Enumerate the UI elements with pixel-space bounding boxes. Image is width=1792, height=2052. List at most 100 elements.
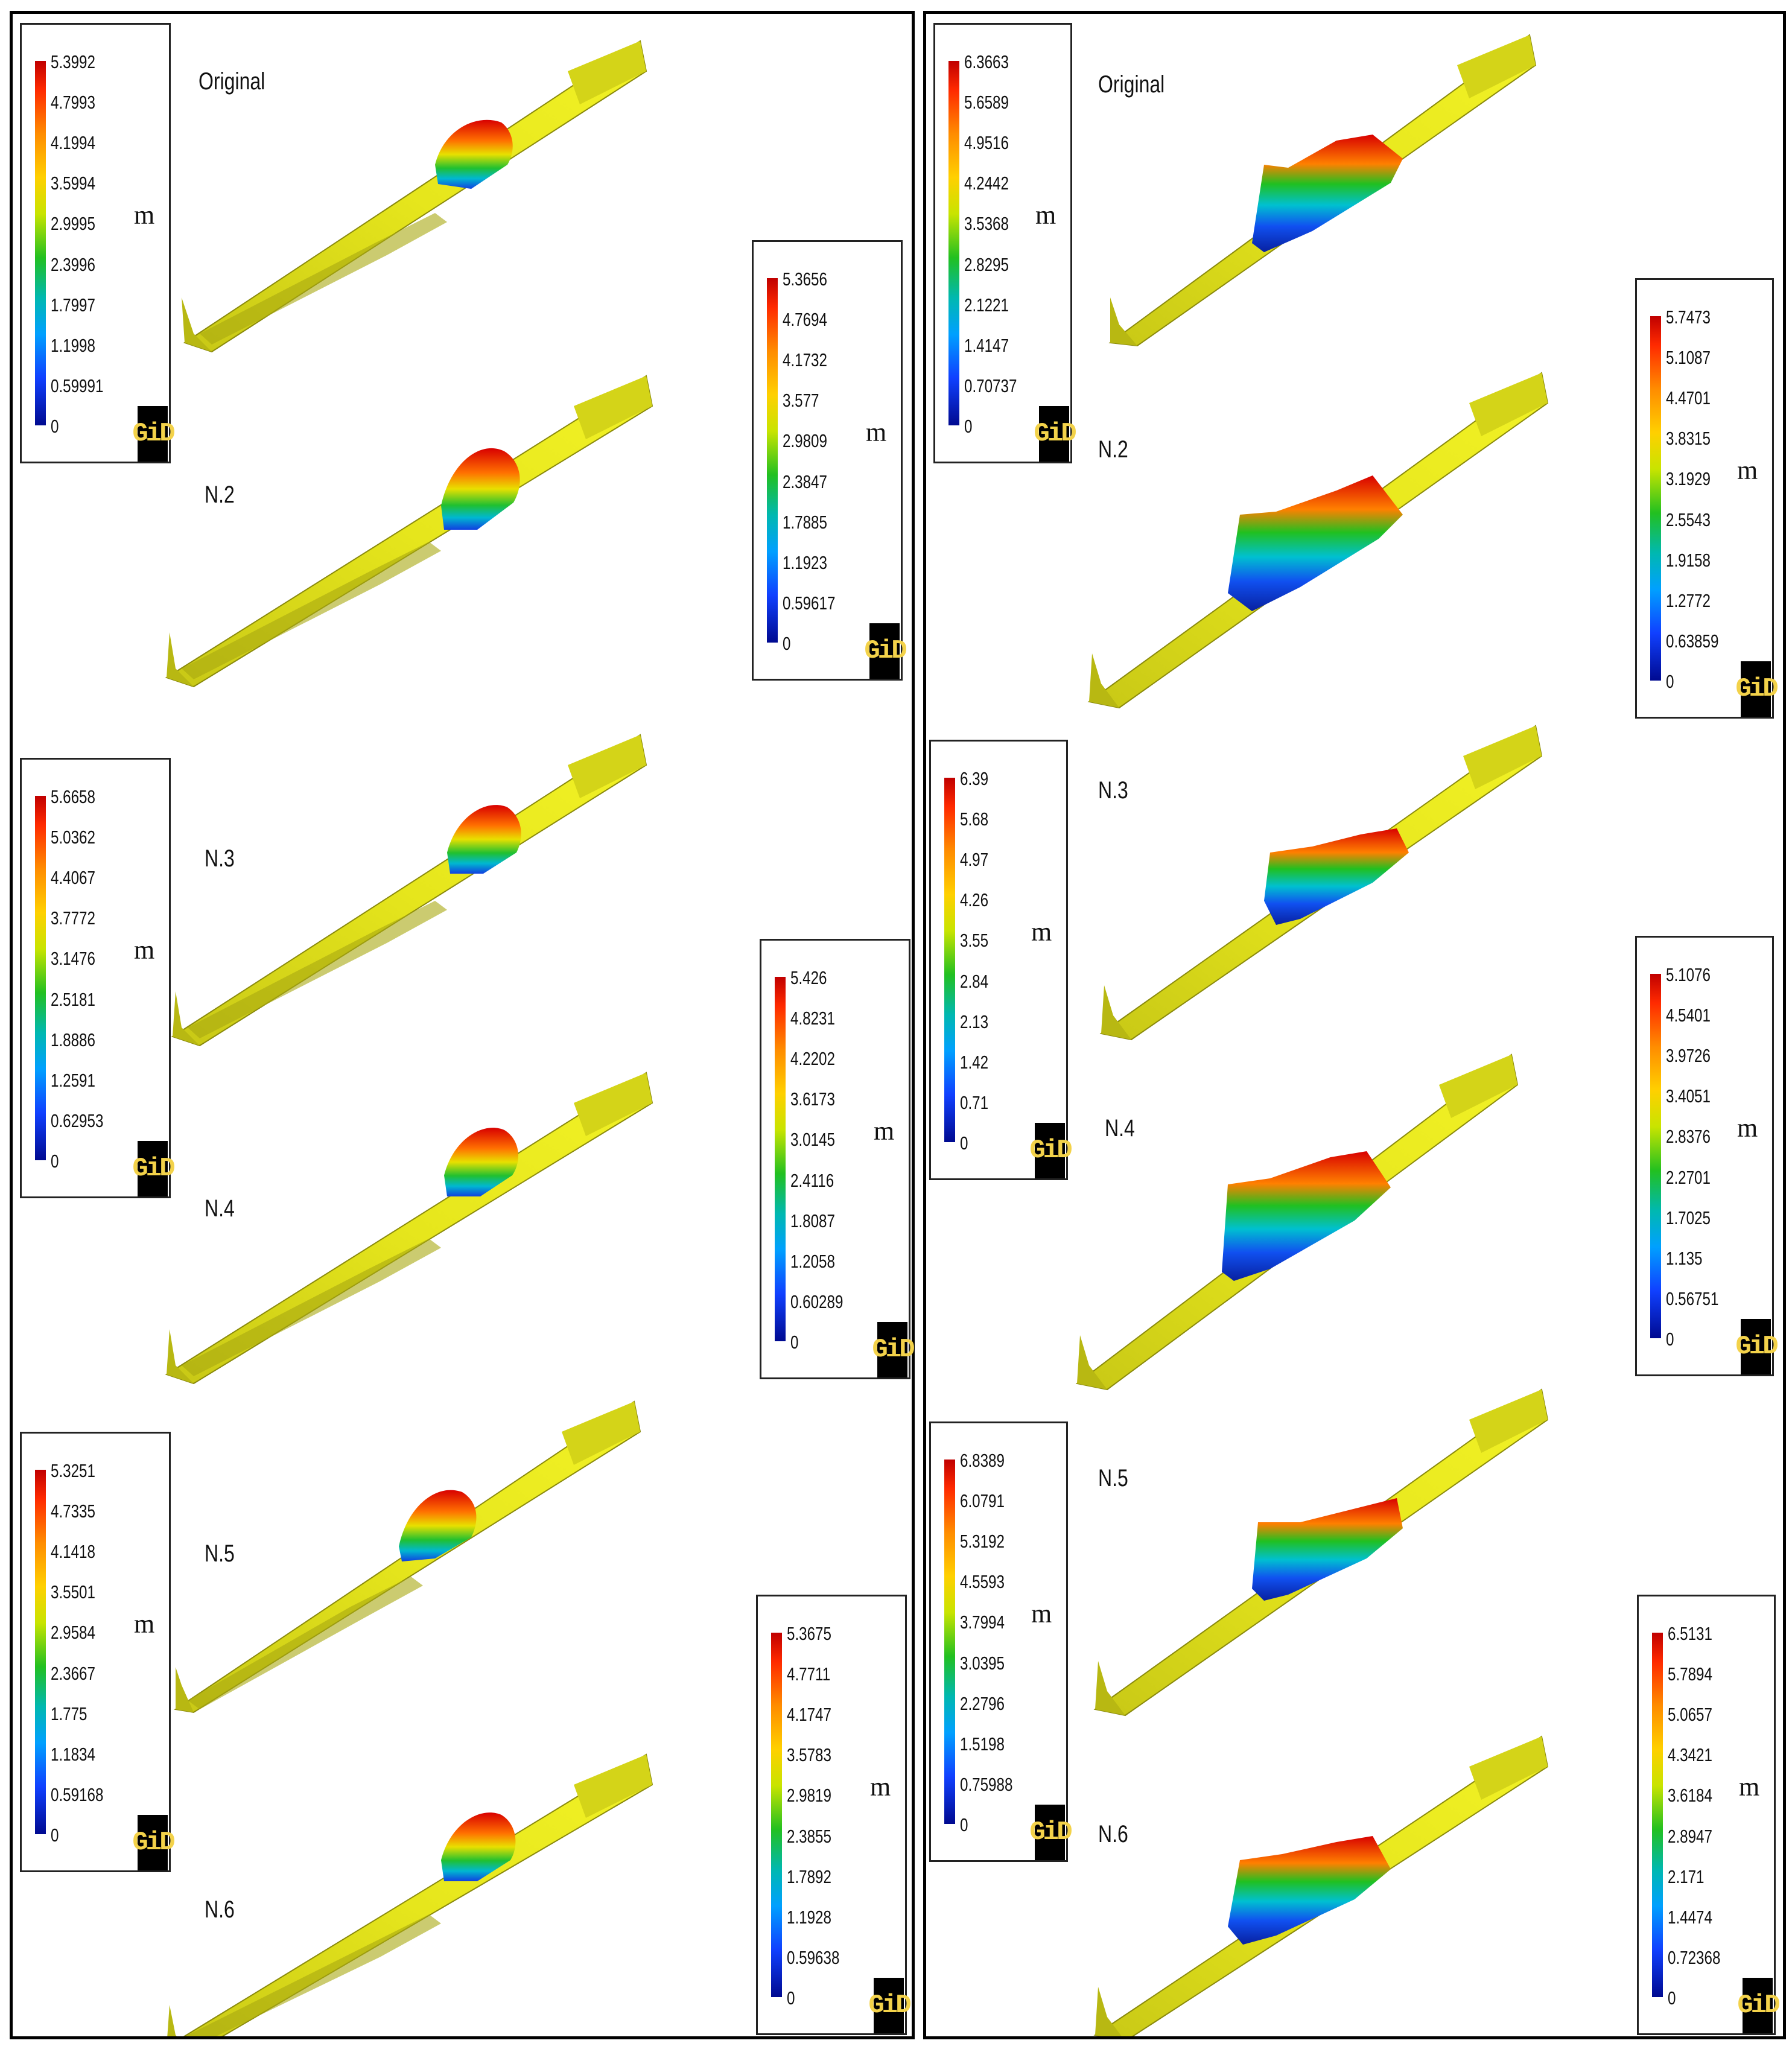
- colorbar-tick-label: 5.3675: [787, 1623, 831, 1644]
- colorbar-tick-label: 4.7711: [787, 1663, 831, 1685]
- colorbar-tick-label: 4.9516: [964, 132, 1009, 154]
- colorbar: [35, 796, 46, 1160]
- colorbar-tick-label: 2.8295: [964, 253, 1009, 275]
- colorbar-tick-label: 2.171: [1668, 1866, 1705, 1887]
- terrain-row-6: [167, 1753, 653, 2036]
- colorbar-tick-label: 2.8376: [1666, 1126, 1711, 1148]
- colorbar-tick-label: 2.3847: [783, 471, 827, 492]
- colorbar-tick-label: 1.1928: [787, 1906, 831, 1928]
- colorbar-tick-label: 0: [51, 1825, 59, 1846]
- left-row-1-label: Original: [199, 68, 265, 95]
- colorbar-tick-label: 0: [1666, 1329, 1674, 1350]
- colorbar-tick-label: 5.0362: [51, 827, 95, 848]
- colorbar-tick-label: 0.56751: [1666, 1288, 1719, 1309]
- colorbar-tick-label: 2.1221: [964, 294, 1009, 316]
- colorbar-tick-label: 4.5593: [960, 1571, 1005, 1593]
- colorbar-tick-label: 0: [964, 416, 973, 437]
- colorbar-tick-label: 3.0395: [960, 1652, 1005, 1674]
- colorbar: [944, 778, 955, 1142]
- terrain-row-5-right: [1093, 1388, 1549, 1717]
- right-legend-2: 5.7473 5.1087 4.4701 3.8315 3.1929 2.5543 1.91…: [1635, 278, 1779, 719]
- colorbar-tick-label: 4.5401: [1666, 1005, 1711, 1026]
- colorbar-tick-label: 1.1998: [51, 334, 95, 356]
- right-legend-4: 5.1076 4.5401 3.9726 3.4051 2.8376 2.2701 1.70…: [1635, 936, 1779, 1376]
- unit-label: m: [1737, 1113, 1758, 1143]
- colorbar-tick-label: 1.7025: [1666, 1207, 1711, 1228]
- colorbar-tick-label: 0.62953: [51, 1110, 104, 1131]
- colorbar-tick-label: 2.3996: [51, 253, 95, 275]
- gid-logo: GiD: [132, 1815, 176, 1870]
- colorbar-tick-label: 4.4701: [1666, 387, 1711, 409]
- unit-label: m: [1737, 455, 1758, 485]
- colorbar: [1652, 1633, 1663, 1997]
- gid-logo: GiD: [1029, 1123, 1073, 1178]
- left-legend-3: 5.6658 5.0362 4.4067 3.7772 3.1476 2.5181 1.88…: [20, 758, 176, 1198]
- colorbar-tick-label: 6.3663: [964, 51, 1009, 72]
- colorbar-tick-label: 5.1076: [1666, 964, 1711, 985]
- colorbar-tick-label: 0.71: [960, 1091, 989, 1113]
- colorbar-tick-label: 6.39: [960, 768, 989, 789]
- right-legend-6: 6.5131 5.7894 5.0657 4.3421 3.6184 2.8947 2.17…: [1637, 1595, 1781, 2035]
- terrain-row-4: [165, 1072, 653, 1385]
- colorbar-tick-label: 5.7473: [1666, 307, 1711, 328]
- right-row-2-label: N.2: [1098, 436, 1128, 463]
- colorbar-tick-label: 4.1747: [787, 1704, 831, 1726]
- colorbar-tick-label: 5.3251: [51, 1460, 95, 1481]
- colorbar-tick-label: 1.5198: [960, 1733, 1005, 1755]
- colorbar-tick-label: 1.8087: [790, 1210, 835, 1231]
- colorbar-tick-label: 3.1476: [51, 948, 95, 970]
- left-legend-4: 5.426 4.8231 4.2202 3.6173 3.0145 2.4116 1.808…: [760, 939, 915, 1379]
- colorbar-tick-label: 3.6184: [1668, 1785, 1712, 1806]
- left-row-2-label: N.2: [205, 481, 235, 508]
- gid-logo: GiD: [132, 1141, 176, 1196]
- colorbar-tick-label: 2.5181: [51, 988, 95, 1010]
- terrain-row-5: [174, 1400, 641, 1714]
- colorbar-tick-label: 0: [960, 1132, 968, 1154]
- terrain-row-2-right: [1087, 372, 1549, 709]
- colorbar-tick-label: 2.3855: [787, 1825, 831, 1847]
- colorbar-tick-label: 5.426: [790, 967, 827, 988]
- colorbar-tick-label: 3.5501: [51, 1581, 95, 1603]
- colorbar-tick-label: 6.5131: [1668, 1623, 1712, 1644]
- right-scenes: [1075, 34, 1549, 2036]
- colorbar-tick-label: 5.1087: [1666, 347, 1711, 369]
- colorbar-tick-label: 3.5783: [787, 1744, 831, 1766]
- right-panel: Original N.2 N.3 N.4 N.5 N.6 6.3663 5.658…: [923, 11, 1786, 2039]
- left-scenes: [165, 40, 653, 2036]
- colorbar-tick-label: 0: [960, 1814, 968, 1835]
- gid-logo: GiD: [1735, 1319, 1779, 1374]
- colorbar-tick-label: 1.7997: [51, 294, 95, 316]
- colorbar-tick-label: 0.60289: [790, 1291, 844, 1312]
- right-legend-3: 6.39 5.68 4.97 4.26 3.55 2.84 2.13 1.42 0.71 0 m Gi…: [929, 740, 1073, 1180]
- terrain-row-3-right: [1099, 725, 1543, 1041]
- colorbar-tick-label: 0: [51, 1151, 59, 1172]
- colorbar-tick-label: 1.9158: [1666, 549, 1711, 571]
- colorbar-tick-label: 0: [1666, 671, 1674, 692]
- colorbar-tick-label: 4.1418: [51, 1541, 95, 1563]
- colorbar-tick-label: 0.70737: [964, 375, 1017, 396]
- colorbar-tick-label: 1.7885: [783, 511, 827, 533]
- colorbar-tick-label: 1.775: [51, 1703, 87, 1724]
- colorbar-tick-label: 2.9584: [51, 1622, 95, 1644]
- colorbar-tick-label: 5.0657: [1668, 1704, 1712, 1726]
- colorbar-tick-label: 1.2591: [51, 1069, 95, 1091]
- colorbar-tick-label: 2.13: [960, 1011, 989, 1032]
- right-legend-5: 6.8389 6.0791 5.3192 4.5593 3.7994 3.0395 2.27…: [929, 1421, 1073, 1862]
- colorbar-tick-label: 3.7994: [960, 1612, 1005, 1633]
- colorbar-tick-label: 3.8315: [1666, 428, 1711, 449]
- terrain-row-2: [165, 375, 653, 688]
- gid-logo: GiD: [132, 406, 176, 462]
- colorbar-tick-label: 3.4051: [1666, 1085, 1711, 1107]
- colorbar-tick-label: 0: [51, 416, 59, 437]
- unit-label: m: [1035, 200, 1056, 230]
- colorbar-tick-label: 2.9809: [783, 430, 827, 452]
- colorbar-tick-label: 6.8389: [960, 1450, 1005, 1471]
- right-row-1-label: Original: [1098, 71, 1165, 98]
- right-row-3-label: N.3: [1098, 777, 1128, 804]
- left-panel: Original N.2 N.3 N.4 N.5 N.6 5.3992 4.799…: [10, 11, 915, 2039]
- right-row-6-label: N.6: [1098, 1821, 1128, 1847]
- gid-logo: GiD: [1735, 661, 1779, 717]
- colorbar: [775, 977, 786, 1341]
- colorbar-tick-label: 1.7892: [787, 1866, 831, 1887]
- colorbar-tick-label: 1.1923: [783, 551, 827, 573]
